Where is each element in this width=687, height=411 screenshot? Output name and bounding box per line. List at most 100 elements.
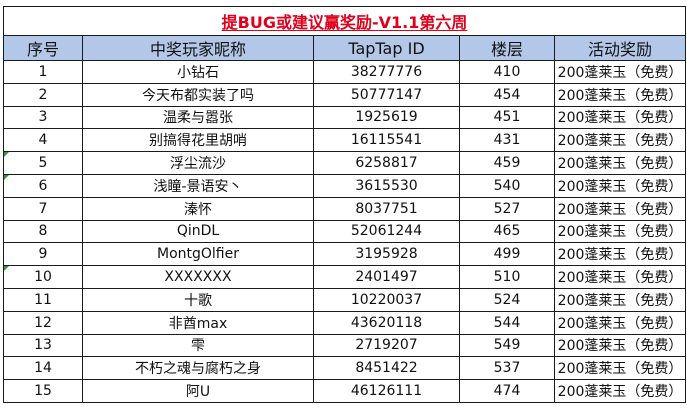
table-row: 13 雫 2719207 549 200蓬莱玉（免费） [3,333,687,358]
cell-floor[interactable]: 431 [459,128,555,153]
cell-nickname[interactable]: 溱怀 [82,196,314,221]
cell-reward[interactable]: 200蓬莱玉（免费） [553,196,687,221]
column-header-reward[interactable]: 活动奖励 [553,35,687,61]
cell-taptap-id[interactable]: 3615530 [313,173,460,198]
column-header-floor[interactable]: 楼层 [459,35,555,61]
table-row: 8 QinDL 52061244 465 200蓬莱玉（免费） [3,219,687,244]
cell-no[interactable]: 15 [3,379,83,403]
cell-floor[interactable]: 510 [459,265,555,289]
cell-no[interactable]: 2 [3,82,83,107]
table-row: 10 XXXXXXX 2401497 510 200蓬莱玉（免费） [3,265,687,289]
cell-floor[interactable]: 524 [459,287,555,312]
cell-floor[interactable]: 549 [459,333,555,358]
table-row: 6 浅瞳-景语安丶 3615530 540 200蓬莱玉（免费） [3,173,687,198]
column-header-nickname[interactable]: 中奖玩家昵称 [82,35,314,61]
cell-floor[interactable]: 454 [459,82,555,107]
title-row: 提BUG或建议赢奖励-V1.1第六周 [2,6,687,36]
cell-taptap-id[interactable]: 8451422 [313,356,460,381]
cell-taptap-id[interactable]: 1925619 [313,105,460,130]
cell-floor[interactable]: 540 [459,173,555,198]
cell-nickname[interactable]: 别搞得花里胡哨 [82,128,314,153]
table-title[interactable]: 提BUG或建议赢奖励-V1.1第六周 [2,6,687,36]
cell-floor[interactable]: 465 [459,219,555,244]
cell-nickname[interactable]: 今天布都实装了吗 [82,82,314,107]
cell-nickname[interactable]: MontgOlfier [82,242,314,267]
cell-nickname[interactable]: XXXXXXX [82,265,314,289]
cell-nickname[interactable]: 浅瞳-景语安丶 [82,173,314,198]
cell-no[interactable]: 8 [3,219,83,244]
cell-reward[interactable]: 200蓬莱玉（免费） [553,105,687,130]
table-row: 4 别搞得花里胡哨 16115541 431 200蓬莱玉（免费） [3,128,687,153]
cell-taptap-id[interactable]: 46126111 [313,379,460,403]
cell-taptap-id[interactable]: 10220037 [313,287,460,312]
cell-taptap-id[interactable]: 50777147 [313,82,460,107]
cell-nickname[interactable]: 非酋max [82,310,314,335]
cell-taptap-id[interactable]: 38277776 [313,60,460,84]
cell-taptap-id[interactable]: 43620118 [313,310,460,335]
cell-floor[interactable]: 474 [459,379,555,403]
cell-nickname[interactable]: 不朽之魂与腐朽之身 [82,356,314,381]
cell-reward[interactable]: 200蓬莱玉（免费） [553,333,687,358]
cell-floor[interactable]: 451 [459,105,555,130]
cell-no[interactable]: 9 [3,242,83,267]
cell-nickname[interactable]: QinDL [82,219,314,244]
cell-taptap-id[interactable]: 3195928 [313,242,460,267]
table-row: 12 非酋max 43620118 544 200蓬莱玉（免费） [3,310,687,335]
cell-reward[interactable]: 200蓬莱玉（免费） [553,287,687,312]
cell-floor[interactable]: 537 [459,356,555,381]
cell-taptap-id[interactable]: 16115541 [313,128,460,153]
table-row: 15 阿U 46126111 474 200蓬莱玉（免费） [3,379,687,403]
cell-nickname[interactable]: 小钻石 [82,60,314,84]
table-row: 5 浮尘流沙 6258817 459 200蓬莱玉（免费） [3,151,687,175]
cell-reward[interactable]: 200蓬莱玉（免费） [553,128,687,153]
cell-taptap-id[interactable]: 2401497 [313,265,460,289]
cell-no[interactable]: 11 [3,287,83,312]
cell-floor[interactable]: 527 [459,196,555,221]
cell-no[interactable]: 7 [3,196,83,221]
cell-reward[interactable]: 200蓬莱玉（免费） [553,310,687,335]
cell-floor[interactable]: 499 [459,242,555,267]
cell-floor[interactable]: 544 [459,310,555,335]
cell-taptap-id[interactable]: 8037751 [313,196,460,221]
column-header-no[interactable]: 序号 [3,35,83,61]
cell-nickname[interactable]: 雫 [82,333,314,358]
cell-floor[interactable]: 410 [459,60,555,84]
table-row: 3 温柔与嚣张 1925619 451 200蓬莱玉（免费） [3,105,687,130]
table-body: 1 小钻石 38277776 410 200蓬莱玉（免费） 2 今天布都实装了吗 507771… [3,60,687,403]
cell-no[interactable]: 6 [3,173,83,198]
cell-reward[interactable]: 200蓬莱玉（免费） [553,265,687,289]
cell-no[interactable]: 13 [3,333,83,358]
column-header-taptap-id[interactable]: TapTap ID [313,35,460,61]
table-row: 11 十歌 10220037 524 200蓬莱玉（免费） [3,287,687,312]
cell-reward[interactable]: 200蓬莱玉（免费） [553,173,687,198]
cell-reward[interactable]: 200蓬莱玉（免费） [553,219,687,244]
cell-taptap-id[interactable]: 6258817 [313,151,460,175]
cell-no[interactable]: 4 [3,128,83,153]
cell-reward[interactable]: 200蓬莱玉（免费） [553,151,687,175]
cell-no[interactable]: 10 [3,265,83,289]
cell-no[interactable]: 14 [3,356,83,381]
table-row: 1 小钻石 38277776 410 200蓬莱玉（免费） [3,60,687,84]
winners-table: 提BUG或建议赢奖励-V1.1第六周 序号 中奖玩家昵称 TapTap ID 楼… [2,6,687,403]
table-row: 14 不朽之魂与腐朽之身 8451422 537 200蓬莱玉（免费） [3,356,687,381]
table-row: 9 MontgOlfier 3195928 499 200蓬莱玉（免费） [3,242,687,267]
cell-nickname[interactable]: 阿U [82,379,314,403]
cell-reward[interactable]: 200蓬莱玉（免费） [553,242,687,267]
cell-reward[interactable]: 200蓬莱玉（免费） [553,356,687,381]
cell-no[interactable]: 12 [3,310,83,335]
cell-reward[interactable]: 200蓬莱玉（免费） [553,82,687,107]
cell-taptap-id[interactable]: 52061244 [313,219,460,244]
cell-no[interactable]: 3 [3,105,83,130]
cell-reward[interactable]: 200蓬莱玉（免费） [553,60,687,84]
cell-nickname[interactable]: 十歌 [82,287,314,312]
cell-no[interactable]: 5 [3,151,83,175]
header-row: 序号 中奖玩家昵称 TapTap ID 楼层 活动奖励 [3,35,687,61]
cell-nickname[interactable]: 浮尘流沙 [82,151,314,175]
cell-taptap-id[interactable]: 2719207 [313,333,460,358]
cell-no[interactable]: 1 [3,60,83,84]
cell-reward[interactable]: 200蓬莱玉（免费） [553,379,687,403]
cell-floor[interactable]: 459 [459,151,555,175]
table-row: 2 今天布都实装了吗 50777147 454 200蓬莱玉（免费） [3,82,687,107]
cell-nickname[interactable]: 温柔与嚣张 [82,105,314,130]
